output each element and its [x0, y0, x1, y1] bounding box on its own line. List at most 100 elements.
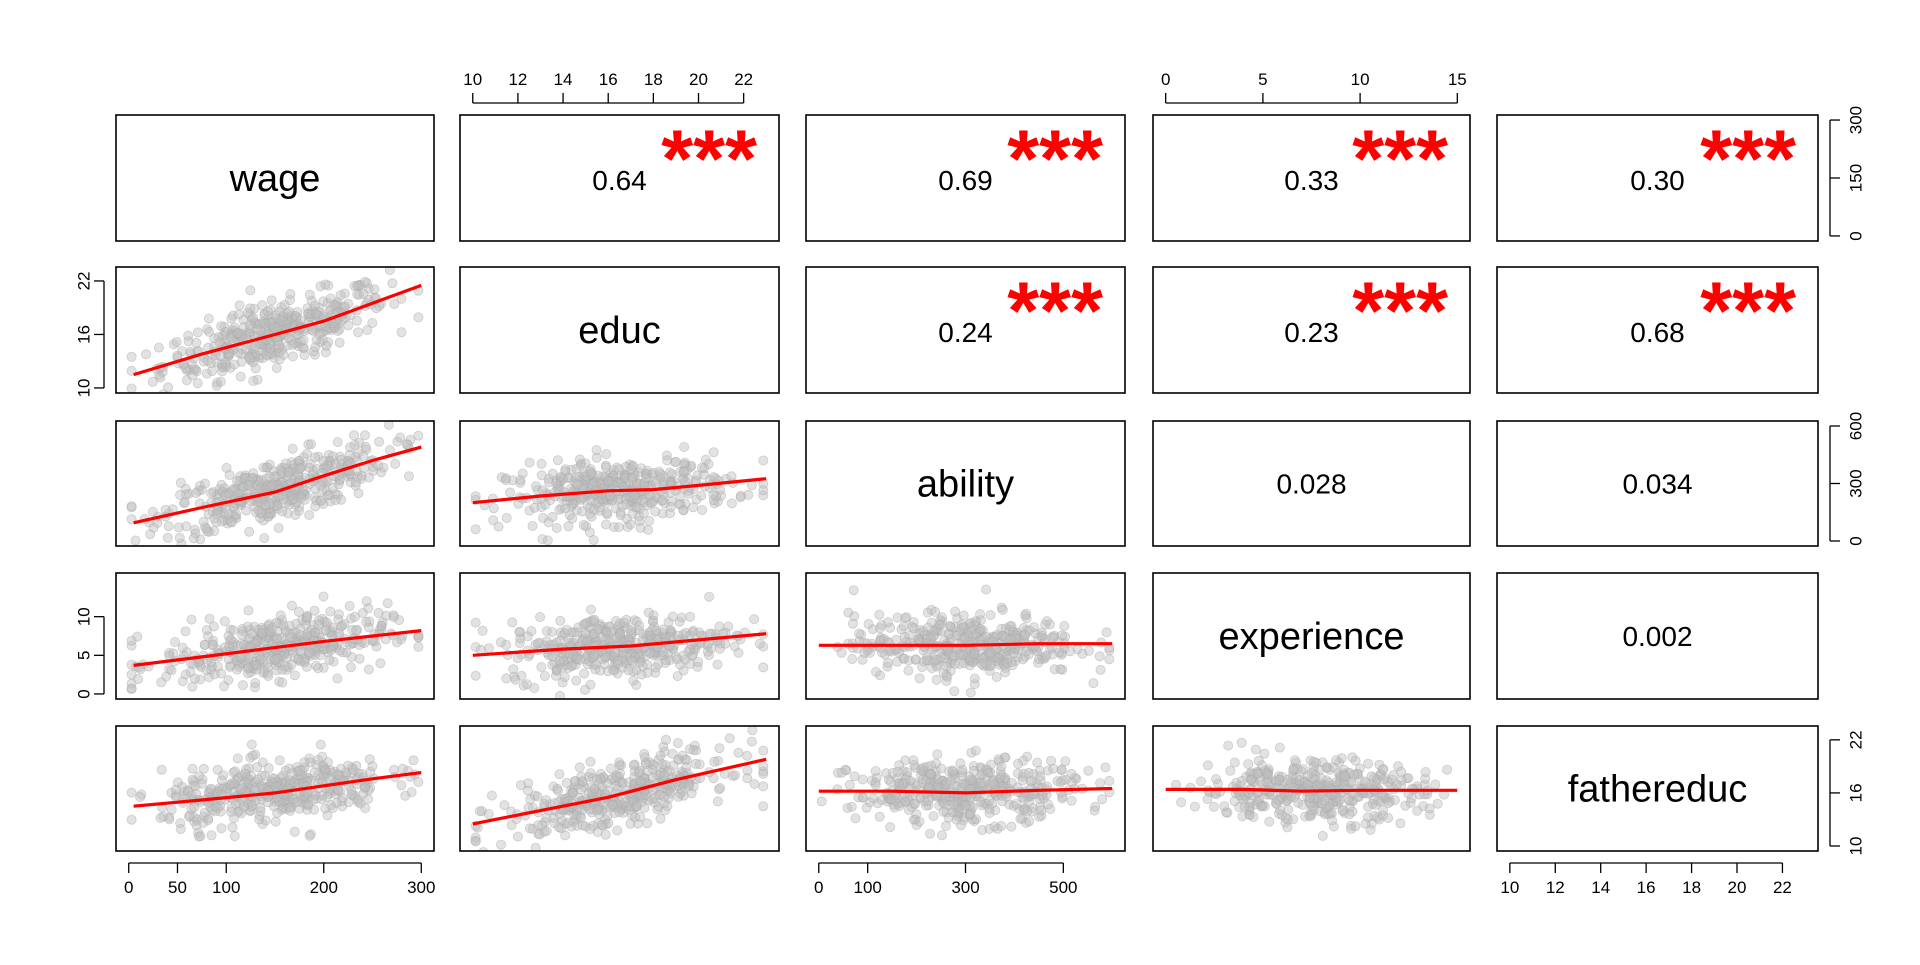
scatter-point: [288, 777, 299, 788]
significance-stars: ***: [1007, 114, 1103, 205]
scatter-point: [559, 793, 570, 804]
scatter-point: [578, 520, 589, 531]
scatter-point: [249, 682, 260, 693]
scatter-point: [251, 660, 262, 671]
scatter-point: [1055, 664, 1066, 675]
scatter-point: [359, 276, 370, 287]
scatter-point: [126, 814, 137, 825]
scatter-point: [363, 664, 374, 675]
scatter-point: [351, 315, 362, 326]
scatter-point: [950, 658, 961, 669]
scatter-point: [367, 761, 378, 772]
fit-line: [133, 445, 422, 525]
scatter-point: [360, 441, 371, 452]
scatter-point: [610, 648, 621, 659]
scatter-point: [967, 657, 978, 668]
scatter-point: [844, 779, 855, 790]
scatter-point: [605, 763, 616, 774]
tick-label: 100: [853, 878, 881, 897]
scatter-point: [350, 477, 361, 488]
panel-fathereduc-fathereduc: fathereduc: [1496, 725, 1819, 852]
scatter-point: [272, 633, 283, 644]
panel-frame: [1152, 114, 1471, 242]
scatter-point: [667, 611, 678, 622]
scatter-point: [1095, 778, 1106, 789]
scatter-point: [742, 773, 753, 784]
panel-frame: [459, 420, 780, 547]
scatter-point: [577, 506, 588, 517]
scatter-point: [350, 480, 361, 491]
scatter-point: [922, 622, 933, 633]
scatter-point: [742, 765, 753, 776]
panel-fathereduc-wage: [115, 725, 435, 852]
scatter-point: [240, 768, 251, 779]
scatter-point: [212, 377, 223, 388]
scatter-point: [247, 750, 258, 761]
scatter-point: [1090, 801, 1101, 812]
scatter-point: [292, 797, 303, 808]
scatter-point: [324, 774, 335, 785]
variable-label-fathereduc: fathereduc: [1568, 769, 1748, 811]
scatter-point: [605, 491, 616, 502]
scatter-point: [1043, 799, 1054, 810]
scatter-point: [323, 280, 334, 291]
tick-label: 10: [1351, 70, 1370, 89]
scatter-point: [1302, 770, 1313, 781]
scatter-point: [231, 513, 242, 524]
scatter-point: [586, 788, 597, 799]
correlation-value: 0.034: [1622, 469, 1692, 500]
scatter-point: [975, 778, 986, 789]
scatter-point: [529, 683, 540, 694]
scatter-point: [984, 795, 995, 806]
panel-ability-experience: 0.028: [1152, 420, 1471, 547]
scatter-point: [540, 499, 551, 510]
scatter-point: [754, 638, 765, 649]
scatter-point: [126, 787, 137, 798]
scatter-point: [898, 621, 909, 632]
scatter-point: [171, 336, 182, 347]
scatter-point: [1389, 795, 1400, 806]
scatter-point: [969, 679, 980, 690]
scatter-point: [187, 370, 198, 381]
scatter-point: [155, 372, 166, 383]
scatter-point: [586, 468, 597, 479]
panel-frame: [459, 572, 780, 700]
scatter-point: [181, 521, 192, 532]
scatter-point: [286, 600, 297, 611]
scatter-point: [611, 771, 622, 782]
scatter-point: [884, 645, 895, 656]
tick-label: 10: [75, 607, 94, 626]
scatter-point: [363, 622, 374, 633]
scatter-point: [567, 513, 578, 524]
scatter-point: [533, 820, 544, 831]
scatter-point: [135, 792, 146, 803]
scatter-point: [847, 654, 858, 665]
scatter-point: [642, 667, 653, 678]
scatter-point: [1088, 678, 1099, 689]
scatter-point: [395, 432, 406, 443]
scatter-point: [969, 673, 980, 684]
scatter-point: [1317, 830, 1328, 841]
scatter-point: [235, 371, 246, 382]
scatter-point: [282, 308, 293, 319]
scatter-point: [708, 472, 719, 483]
scatter-point: [310, 627, 321, 638]
scatter-point: [1196, 776, 1207, 787]
scatter-point: [198, 356, 209, 367]
scatter-point: [203, 509, 214, 520]
scatter-point: [1045, 804, 1056, 815]
scatter-point: [337, 792, 348, 803]
scatter-point: [559, 672, 570, 683]
scatter-point: [303, 308, 314, 319]
scatter-point: [206, 488, 217, 499]
scatter-point: [1048, 763, 1059, 774]
scatter-point: [742, 750, 753, 761]
scatter-point: [693, 657, 704, 668]
panel-frame: [115, 572, 435, 700]
scatter-point: [214, 337, 225, 348]
scatter-point: [955, 758, 966, 769]
scatter-point: [245, 303, 256, 314]
scatter-point: [928, 811, 939, 822]
scatter-point: [1100, 762, 1111, 773]
scatter-point: [188, 533, 199, 544]
